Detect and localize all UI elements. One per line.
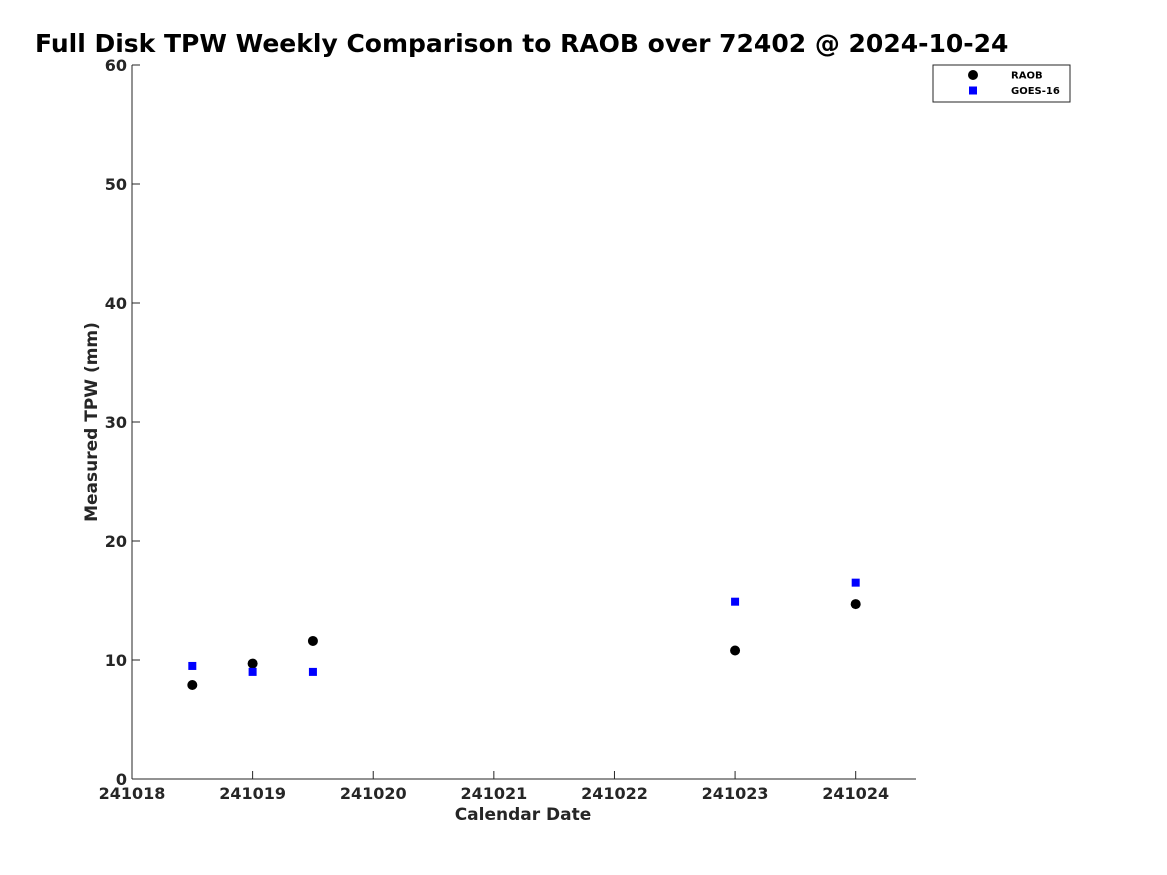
- point-raob: [187, 679, 198, 690]
- x-axis-label: Calendar Date: [455, 805, 592, 825]
- point-goes-16: [308, 667, 317, 676]
- point-goes-16: [851, 578, 860, 587]
- legend-label-goes-16: GOES-16: [1011, 86, 1060, 97]
- y-tick-label: 40: [105, 294, 127, 313]
- y-tick-label: 10: [105, 651, 127, 670]
- x-tick-label: 241022: [581, 784, 648, 803]
- y-tick-label: 60: [105, 56, 127, 75]
- x-tick-label: 241018: [99, 784, 166, 803]
- legend-label-raob: RAOB: [1011, 71, 1043, 82]
- x-ticks: 241018 241019 241020 241021 241022 241023 2410…: [99, 771, 889, 803]
- x-tick-label: 241021: [460, 784, 527, 803]
- data-points: [187, 578, 861, 690]
- y-ticks: 0 10 20 30 40 50 60: [105, 56, 140, 789]
- point-goes-16: [188, 661, 197, 670]
- y-tick-label: 0: [116, 770, 127, 789]
- point-goes-16: [248, 667, 257, 676]
- point-raob: [850, 599, 861, 610]
- y-tick-label: 20: [105, 532, 127, 551]
- y-axis-label: Measured TPW (mm): [82, 322, 102, 522]
- y-tick-label: 50: [105, 175, 127, 194]
- legend: RAOB GOES-16: [932, 64, 1071, 103]
- x-tick-label: 241020: [340, 784, 407, 803]
- point-raob: [247, 658, 258, 669]
- legend-marker-goes-16: [969, 86, 977, 95]
- chart-title: Full Disk TPW Weekly Comparison to RAOB …: [35, 29, 1008, 58]
- x-tick-label: 241023: [702, 784, 769, 803]
- legend-entries: RAOB GOES-16: [968, 70, 1060, 97]
- legend-box: [932, 64, 1071, 103]
- x-tick-label: 241019: [219, 784, 286, 803]
- x-tick-label: 241024: [822, 784, 889, 803]
- point-raob: [307, 635, 318, 646]
- point-goes-16: [731, 597, 740, 606]
- point-raob: [730, 645, 741, 656]
- y-tick-label: 30: [105, 413, 127, 432]
- legend-marker-raob: [968, 70, 978, 80]
